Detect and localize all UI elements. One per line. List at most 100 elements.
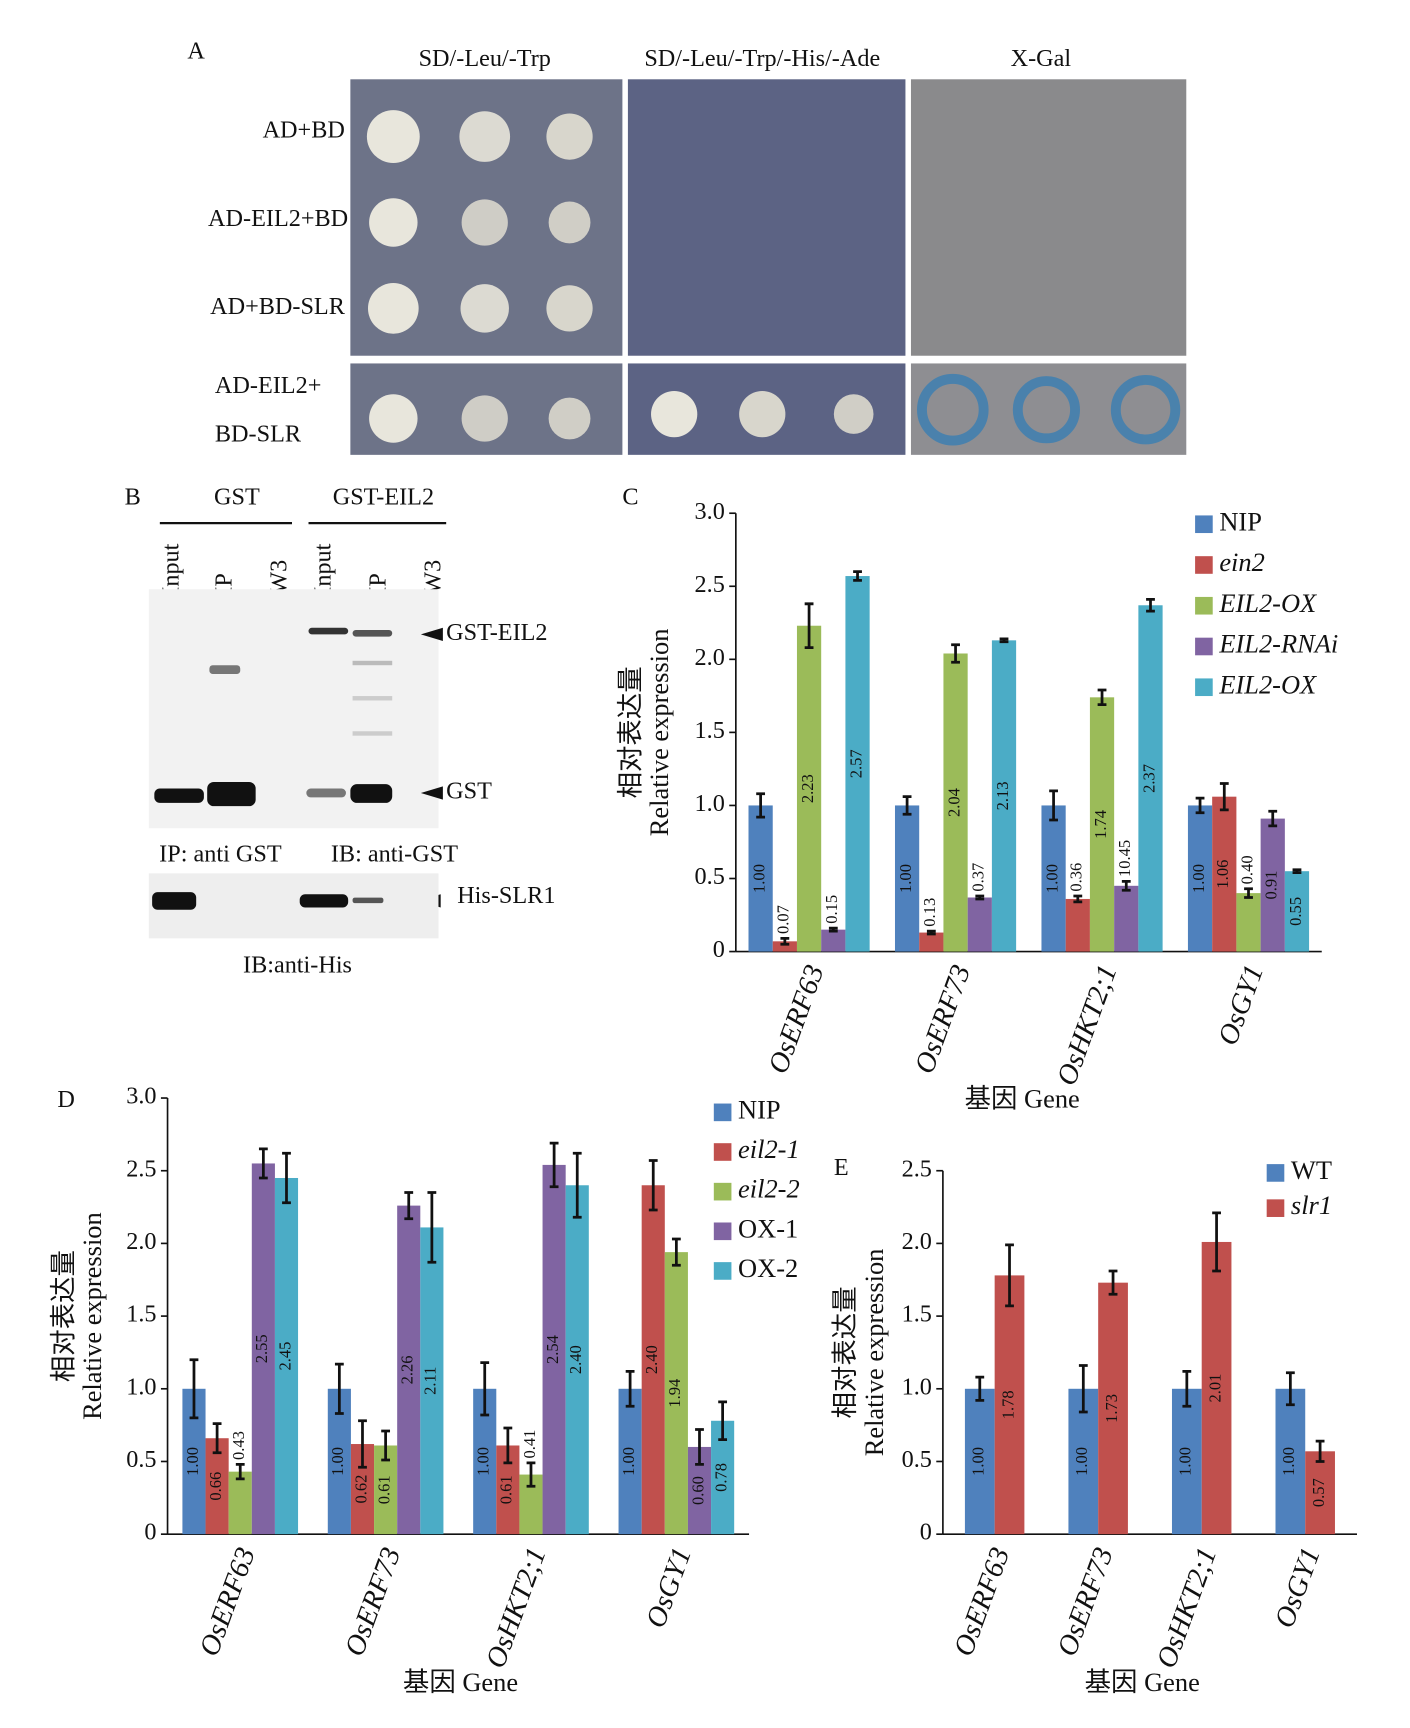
lane-label: W3 [420, 560, 447, 595]
error-bar [358, 1419, 367, 1469]
bar [251, 1163, 275, 1535]
value-label: 2.45 [275, 1342, 294, 1371]
y-axis-label: Relative expression [644, 629, 674, 837]
value-label: 1.00 [1189, 864, 1208, 893]
x-tick-label: OsHKT2;1 [1150, 1543, 1223, 1672]
value-label: 0.55 [1286, 897, 1305, 926]
value-label: 2.26 [398, 1355, 417, 1384]
bar [182, 1388, 206, 1535]
bar [1260, 818, 1285, 952]
value-label: 1.00 [1042, 864, 1061, 893]
y-tick-label: 3.0 [126, 1083, 156, 1110]
error-bar [334, 1362, 344, 1415]
error-bar [718, 1400, 728, 1442]
value-label: 2.23 [798, 774, 817, 803]
error-bar [503, 1426, 513, 1465]
legend-swatch [1195, 556, 1213, 574]
band-label: GST [446, 778, 492, 805]
value-label: 1.00 [749, 864, 768, 893]
legend-swatch [1266, 1199, 1285, 1217]
bar [991, 640, 1017, 952]
y-axis-label: Relative expression [859, 1249, 889, 1457]
error-bar [1315, 1439, 1325, 1463]
error-bar [1182, 1369, 1192, 1408]
legend-label: NIP [738, 1094, 781, 1124]
error-bar [526, 1461, 536, 1488]
lane-label: Input [310, 543, 337, 594]
bar [772, 941, 797, 952]
bar [687, 1446, 712, 1535]
value-label: 0.61 [497, 1475, 516, 1504]
bar [641, 1185, 665, 1535]
error-bar [1292, 868, 1302, 875]
value-label: 0.60 [688, 1476, 707, 1505]
error-bar [212, 1422, 222, 1455]
error-bar [1285, 1371, 1295, 1407]
value-label: 1.00 [1279, 1447, 1298, 1476]
bar [1114, 885, 1139, 952]
bar [967, 897, 992, 952]
error-bar [780, 937, 790, 946]
error-bar [902, 795, 912, 816]
x-tick-label: OsERF63 [762, 961, 831, 1078]
bar [397, 1205, 421, 1535]
x-tick-label: OsERF73 [338, 1543, 407, 1660]
error-bar [975, 894, 985, 901]
bar [1098, 1282, 1128, 1535]
value-label: 0.66 [206, 1472, 225, 1501]
error-bar [975, 1375, 985, 1402]
bar [274, 1177, 299, 1535]
y-tick-label: 2.0 [695, 644, 725, 671]
panel-label: A [187, 37, 205, 64]
error-bar [648, 1159, 658, 1212]
legend-swatch [1195, 678, 1213, 697]
error-bar [804, 602, 814, 650]
y-tick-label: 2.5 [902, 1155, 932, 1182]
error-bar [853, 570, 862, 582]
legend-label: WT [1291, 1155, 1332, 1185]
value-label: 1.00 [474, 1447, 493, 1476]
error-bar [189, 1358, 199, 1420]
bar [618, 1388, 642, 1535]
plate [627, 79, 906, 356]
y-tick-label: 0.5 [902, 1446, 932, 1473]
value-label: 0.78 [711, 1463, 730, 1492]
legend-swatch [1195, 637, 1213, 656]
legend-swatch [713, 1143, 732, 1161]
error-bar [1049, 789, 1058, 822]
error-bar [1219, 782, 1229, 812]
legend-label: eil2-2 [738, 1174, 800, 1204]
value-label: 0.62 [351, 1475, 370, 1504]
x-axis-title: 基因 Gene [1085, 1667, 1200, 1697]
error-bar [756, 792, 766, 819]
legend-swatch [713, 1103, 732, 1122]
bar [664, 1252, 688, 1535]
value-label: 0.40 [1237, 855, 1256, 884]
bar [919, 932, 944, 952]
bar [821, 929, 846, 952]
bar [796, 625, 822, 952]
bar [205, 1438, 229, 1535]
value-label: 2.40 [642, 1345, 661, 1374]
error-bar [695, 1428, 704, 1466]
bar [711, 1420, 735, 1535]
value-label: 1.00 [969, 1447, 988, 1476]
x-tick-label: OsERF73 [908, 961, 977, 1078]
error-bar [1108, 1269, 1118, 1296]
column-header: SD/-Leu/-Trp [419, 45, 551, 72]
x-tick-label: OsHKT2;1 [480, 1543, 553, 1672]
row-label: AD+BD-SLR [210, 293, 346, 320]
error-bar [427, 1191, 437, 1264]
legend-label: slr1 [1291, 1190, 1332, 1220]
row-label: AD-EIL2+ [215, 372, 321, 399]
ip-label: IP: anti GST [159, 840, 282, 867]
value-label: 2.04 [944, 788, 963, 817]
value-label: 1.73 [1102, 1394, 1121, 1423]
panel-label: D [57, 1086, 75, 1113]
error-bar [1268, 809, 1278, 828]
x-axis-title: 基因 Gene [403, 1667, 518, 1697]
legend-swatch [713, 1222, 732, 1241]
x-tick-label: OsGY1 [640, 1543, 698, 1632]
plate [910, 79, 1187, 356]
